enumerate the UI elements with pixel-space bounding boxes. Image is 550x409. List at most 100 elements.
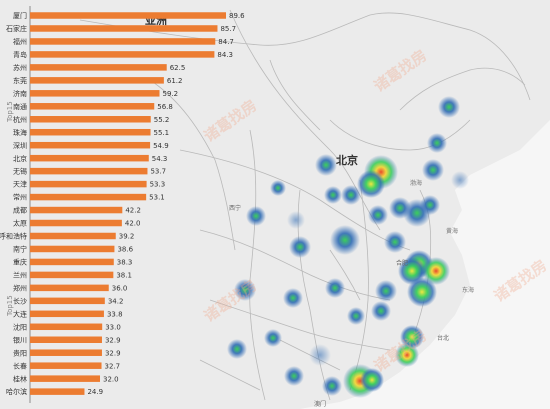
value-label: 56.8 [157,103,173,111]
province-border-3 [199,229,391,301]
heat-spot-13 [270,180,286,196]
category-label: 福州 [13,37,27,46]
bar[interactable] [30,77,164,84]
bar[interactable] [30,310,104,318]
heat-spot-16 [289,236,311,258]
heat-spot-10 [420,195,440,215]
category-label: 郑州 [13,284,27,292]
value-label: 24.9 [87,388,103,396]
bar[interactable] [30,336,102,344]
bar[interactable] [30,258,114,266]
heat-spot-25 [234,279,256,301]
bar[interactable] [30,38,216,45]
heat-spot-26 [283,288,303,308]
bar[interactable] [30,128,151,136]
bar[interactable] [30,219,122,227]
value-label: 32.9 [105,349,121,357]
category-label: 贵阳 [13,348,27,357]
heat-spot-11 [341,185,361,205]
category-label: 重庆 [13,258,27,267]
province-border-4 [209,299,391,351]
category-label: 南宁 [13,245,27,254]
category-label: 桂林 [13,374,27,383]
category-label: 哈尔滨 [6,387,27,396]
heat-spot-12 [324,186,342,204]
bar[interactable] [30,362,102,369]
province-border-13 [329,249,361,301]
category-label: 成都 [13,206,27,215]
bar[interactable] [30,25,218,32]
category-label: 银川 [13,335,27,344]
bar[interactable] [30,103,155,110]
bar[interactable] [30,51,215,58]
category-label: 东莞 [13,76,27,85]
bar[interactable] [30,12,226,19]
category-label: 深圳 [13,141,27,150]
bar[interactable] [30,323,103,331]
bar[interactable] [30,375,100,382]
province-border-8 [329,119,471,151]
category-label: 厦门 [13,11,27,20]
category-label: 杭州 [13,115,27,124]
bar[interactable] [30,206,123,214]
value-label: 38.1 [116,272,132,280]
side-label-top: Top15 [6,101,14,122]
bar[interactable] [30,141,151,149]
map-label-xining: 西宁 [229,205,242,212]
category-label: 太原 [13,219,27,228]
heat-spot-3 [451,171,469,189]
bar[interactable] [30,271,114,279]
bar[interactable] [30,180,147,188]
bar[interactable] [30,64,167,71]
heat-spot-1 [427,133,447,153]
bar[interactable] [30,193,147,201]
bar[interactable] [30,116,151,123]
map-label-hefei: 合肥 [396,260,409,267]
value-label: 34.2 [108,297,124,305]
bar[interactable] [30,297,105,305]
category-label: 北京 [13,154,27,163]
value-label: 53.3 [150,181,166,189]
bar[interactable] [30,90,160,97]
heat-spot-37 [360,368,384,392]
category-label: 沈阳 [13,322,27,331]
bar[interactable] [30,349,102,356]
province-border-6 [349,179,369,391]
bar[interactable] [30,154,149,162]
heat-spot-27 [347,307,365,325]
heat-spot-0 [438,96,460,118]
value-label: 32.0 [103,375,119,383]
bar[interactable] [30,388,85,395]
bar[interactable] [30,232,116,240]
bar[interactable] [30,284,109,292]
value-label: 32.9 [105,336,121,344]
category-label: 青岛 [13,50,27,59]
map-label-huanghai: 黄海 [446,228,459,235]
province-border-15 [199,359,261,391]
category-label: 长春 [13,361,27,370]
value-label: 32.7 [105,362,121,370]
sea-area [300,120,550,409]
heat-spot-36 [322,376,342,396]
value-label: 54.9 [153,142,169,150]
heat-spot-7 [368,205,388,225]
bar[interactable] [30,167,148,175]
province-border-0 [79,12,531,101]
province-border-11 [149,79,236,251]
heat-spot-23 [375,280,397,302]
value-label: 33.0 [105,323,121,331]
heat-spot-2 [422,159,444,181]
heat-spot-20 [422,257,450,285]
heat-spot-34 [284,366,304,386]
value-label: 39.2 [119,233,135,241]
value-label: 53.1 [149,194,165,202]
province-border-1 [229,9,381,231]
province-border-7 [249,129,266,401]
bar[interactable] [30,245,115,253]
heat-spot-30 [395,343,419,367]
value-label: 42.2 [125,207,141,215]
map-label-taibei: 台北 [437,335,450,342]
side-label-bottom: Top15 [6,295,14,316]
